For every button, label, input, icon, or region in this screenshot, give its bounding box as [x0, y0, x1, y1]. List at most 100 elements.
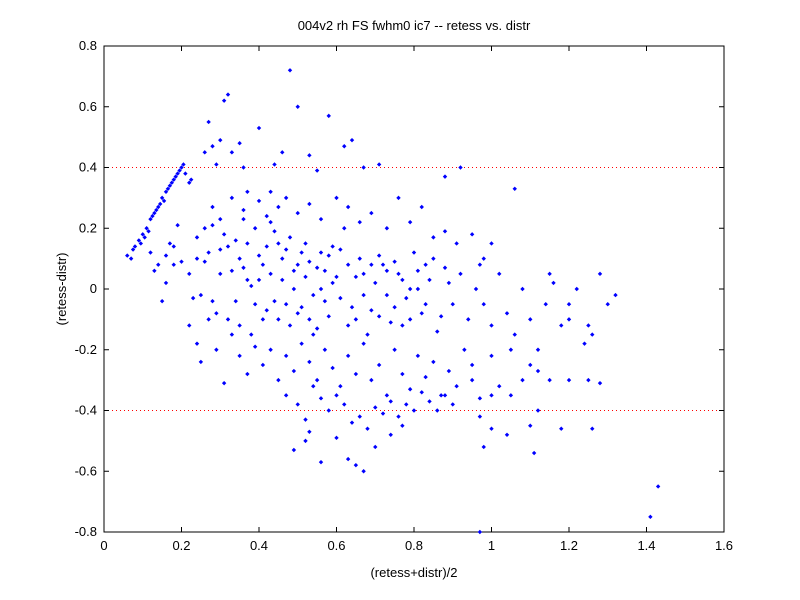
reference-lines [104, 167, 724, 411]
data-point [361, 292, 366, 298]
data-point [307, 259, 312, 264]
data-point [326, 253, 331, 258]
data-point [295, 311, 300, 316]
data-point [349, 420, 355, 425]
y-tick-label: -0.2 [75, 342, 97, 357]
data-point [384, 226, 390, 231]
data-point [369, 210, 374, 216]
data-point [299, 305, 304, 310]
data-point [194, 341, 200, 346]
data-point [373, 280, 378, 286]
data-point [214, 162, 219, 167]
data-point [574, 286, 579, 292]
data-point [159, 298, 165, 304]
data-point [338, 384, 343, 389]
data-point [260, 362, 266, 368]
data-point [388, 320, 393, 325]
data-point [295, 262, 300, 267]
x-axis-label: (retess+distr)/2 [370, 565, 457, 580]
data-point [566, 317, 572, 322]
data-point [338, 295, 343, 301]
data-point [318, 396, 324, 401]
data-point [481, 301, 486, 307]
data-point [419, 204, 424, 210]
data-point [528, 362, 533, 368]
data-point [535, 408, 541, 413]
data-point [407, 286, 413, 292]
data-point [469, 362, 475, 368]
y-tick-label: 0.6 [79, 99, 97, 114]
data-point [531, 450, 537, 456]
x-tick-label: 1.6 [715, 538, 733, 553]
data-point [256, 277, 262, 283]
data-point [299, 250, 304, 255]
data-point [229, 268, 235, 273]
data-point [543, 301, 548, 307]
data-point [237, 323, 242, 328]
data-point [520, 377, 525, 383]
data-point [295, 104, 300, 109]
data-point [365, 332, 370, 337]
data-point [559, 426, 564, 431]
data-point [249, 332, 254, 337]
data-point [194, 256, 200, 261]
data-point [148, 250, 153, 255]
data-point [415, 286, 421, 292]
data-point [159, 195, 165, 201]
data-point [214, 347, 219, 352]
data-point [326, 408, 331, 413]
data-point [446, 368, 452, 374]
data-point [535, 368, 541, 374]
data-point [326, 113, 331, 119]
data-point [175, 223, 180, 228]
data-point [287, 323, 293, 328]
data-point [376, 253, 382, 258]
data-point [241, 165, 246, 170]
data-point [245, 277, 250, 283]
data-point [183, 171, 188, 176]
y-tick-label: -0.4 [75, 403, 97, 418]
data-point [314, 265, 320, 270]
data-point [299, 341, 304, 346]
data-point [330, 244, 335, 249]
data-point [342, 226, 347, 231]
data-point [206, 119, 211, 125]
data-points [125, 68, 661, 535]
data-point [423, 301, 428, 307]
data-point [132, 244, 138, 249]
data-point [376, 162, 382, 167]
data-point [404, 402, 409, 407]
data-point [268, 189, 273, 194]
data-point [458, 271, 463, 277]
data-point [427, 277, 432, 283]
data-point [473, 286, 479, 292]
data-point [307, 153, 312, 158]
data-point [338, 247, 343, 252]
data-point [280, 277, 285, 283]
data-point [165, 186, 171, 191]
data-point [241, 265, 246, 270]
data-point [167, 183, 173, 188]
data-point [582, 341, 587, 346]
data-point [198, 359, 204, 365]
data-point [376, 314, 382, 319]
data-point [272, 298, 277, 304]
data-point [384, 393, 390, 398]
data-point [241, 207, 246, 213]
data-point [283, 353, 289, 359]
data-point [431, 256, 436, 261]
data-point [237, 353, 242, 359]
data-point [442, 229, 448, 234]
data-point [318, 286, 324, 292]
data-point [229, 195, 235, 201]
data-point [276, 241, 281, 246]
y-tick-label: 0.2 [79, 220, 97, 235]
data-point [419, 390, 424, 395]
data-point [283, 195, 289, 201]
data-point [450, 402, 455, 407]
data-point [163, 189, 169, 194]
data-point [365, 426, 370, 431]
data-point [334, 274, 339, 280]
data-point [648, 514, 653, 520]
data-point [136, 238, 142, 243]
